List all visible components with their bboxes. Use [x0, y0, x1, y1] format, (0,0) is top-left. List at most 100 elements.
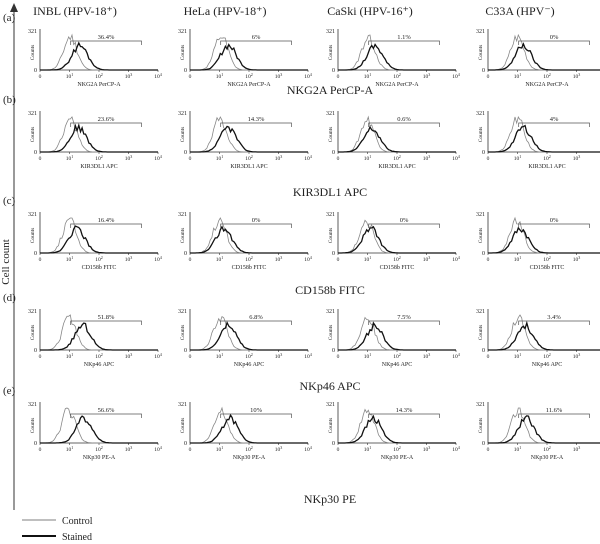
x-tick-label: 104 — [154, 445, 162, 453]
gate-bracket — [220, 122, 292, 127]
x-tick-label: 102 — [543, 255, 551, 263]
x-tick-label: 104 — [304, 72, 312, 80]
marker-title: NKp46 APC — [299, 379, 360, 393]
x-tick-label: 0 — [39, 156, 42, 162]
x-tick-label: 101 — [216, 72, 224, 80]
x-tick-label: 101 — [514, 72, 522, 80]
y-zero-label: 0 — [184, 441, 187, 447]
x-tick-label: 102 — [393, 255, 401, 263]
gate-percentage: 7.5% — [397, 314, 411, 321]
y-max-label: 321 — [476, 111, 485, 117]
panel-label: (d) — [3, 292, 16, 304]
y-axis-label: Counts — [180, 127, 186, 143]
y-max-label: 321 — [178, 29, 187, 35]
x-tick-label: 104 — [452, 445, 460, 453]
marker-title: NKG2A PerCP-A — [287, 83, 374, 97]
gate-percentage: 0% — [400, 217, 409, 224]
panel-label: (a) — [3, 12, 16, 24]
x-tick-label: 101 — [514, 154, 522, 162]
x-tick-label: 101 — [514, 445, 522, 453]
histogram-panel: 321 0 Counts 0 101 102 103 104 KIR3DL1 APC 23.6% — [28, 111, 162, 170]
histogram-row: (e) 321 0 Counts 0 101 102 103 104 NKp30 PE-A 56.6… — [3, 385, 600, 506]
x-tick-label: 0 — [337, 354, 340, 360]
stained-histogram — [338, 321, 456, 351]
x-tick-label: 101 — [364, 255, 372, 263]
x-tick-label: 103 — [125, 445, 133, 453]
y-max-label: 321 — [326, 309, 335, 315]
gate-bracket — [518, 413, 590, 418]
x-tick-label: 0 — [189, 354, 192, 360]
x-tick-label: 103 — [275, 255, 283, 263]
x-tick-label: 0 — [39, 354, 42, 360]
y-max-label: 321 — [178, 402, 187, 408]
control-histogram — [190, 316, 308, 351]
y-zero-label: 0 — [332, 441, 335, 447]
x-tick-label: 0 — [487, 447, 490, 453]
control-histogram — [488, 33, 600, 71]
stained-histogram — [40, 322, 158, 351]
x-tick-label: 102 — [393, 154, 401, 162]
y-axis-label: Counts — [30, 45, 36, 61]
stained-histogram — [190, 225, 308, 254]
x-tick-label: 0 — [189, 447, 192, 453]
gate-bracket — [220, 413, 292, 418]
y-zero-label: 0 — [482, 68, 485, 74]
histogram-panel: 321 0 Counts 0 101 102 103 104 NKG2A PerCP-A 36.4… — [28, 29, 162, 88]
stained-histogram — [190, 125, 308, 153]
histogram-panel: 321 0 Counts 0 101 102 103 104 NKG2A PerCP-A 1.1% — [326, 29, 460, 88]
gate-percentage: 51.8% — [98, 314, 115, 321]
y-zero-label: 0 — [34, 150, 37, 156]
x-tick-label: 104 — [304, 352, 312, 360]
y-axis-label: Counts — [180, 228, 186, 244]
x-axis-label: NKG2A PerCP-A — [227, 82, 271, 88]
gate-bracket — [368, 122, 440, 127]
column-headers: INBL (HPV-18⁺) HeLa (HPV-18⁺) CaSki (HPV… — [33, 4, 555, 18]
x-tick-label: 0 — [189, 74, 192, 80]
gate-bracket — [518, 122, 590, 127]
gate-bracket — [220, 223, 292, 228]
x-tick-label: 0 — [337, 447, 340, 453]
x-tick-label: 104 — [154, 352, 162, 360]
histogram-panel: 321 0 Counts 0 101 102 103 104 NKp46 APC 6.8% — [178, 309, 312, 368]
gate-percentage: 14.3% — [396, 407, 413, 414]
x-axis-label: NKG2A PerCP-A — [375, 82, 419, 88]
stained-histogram — [338, 414, 456, 444]
gate-bracket — [368, 223, 440, 228]
y-axis-title: Cell count — [0, 239, 12, 285]
y-max-label: 321 — [178, 111, 187, 117]
x-tick-label: 101 — [66, 72, 74, 80]
gate-percentage: 1.1% — [397, 34, 411, 41]
x-tick-label: 101 — [216, 255, 224, 263]
x-tick-label: 0 — [337, 74, 340, 80]
histogram-rows: (a) 321 0 Counts 0 101 102 103 104 NKG2A PerCP-A 3… — [3, 12, 600, 506]
control-histogram — [488, 216, 600, 254]
y-max-label: 321 — [28, 309, 37, 315]
x-tick-label: 0 — [487, 74, 490, 80]
y-zero-label: 0 — [34, 68, 37, 74]
y-zero-label: 0 — [34, 441, 37, 447]
stained-histogram — [40, 122, 158, 153]
histogram-panel: 321 0 Counts 0 101 102 103 104 NKp46 APC 7.5% — [326, 309, 460, 368]
histogram-panel: 321 0 Counts 0 101 102 103 104 NKp46 APC 51.8% — [28, 309, 162, 368]
histogram-panel: 321 0 Counts 0 101 102 103 104 NKp30 PE-A 10% — [178, 402, 312, 461]
x-tick-label: 102 — [393, 352, 401, 360]
y-zero-label: 0 — [184, 68, 187, 74]
gate-percentage: 0% — [252, 217, 261, 224]
x-tick-label: 102 — [245, 72, 253, 80]
control-histogram — [488, 116, 600, 153]
gate-percentage: 3.4% — [547, 314, 561, 321]
x-tick-label: 104 — [452, 154, 460, 162]
column-header-hela: HeLa (HPV-18⁺) — [184, 4, 267, 18]
y-axis-label: Counts — [328, 45, 334, 61]
x-tick-label: 103 — [275, 352, 283, 360]
histogram-panel: 321 0 Counts 0 101 102 103 104 CD158b FITC 0% — [326, 212, 460, 271]
x-axis-label: NKp30 PE-A — [83, 455, 116, 461]
x-axis-label: KIR3DL1 APC — [378, 164, 415, 170]
marker-title: CD158b FITC — [295, 283, 365, 297]
panel-label: (b) — [3, 94, 16, 106]
x-tick-label: 102 — [245, 154, 253, 162]
gate-bracket — [70, 122, 142, 127]
